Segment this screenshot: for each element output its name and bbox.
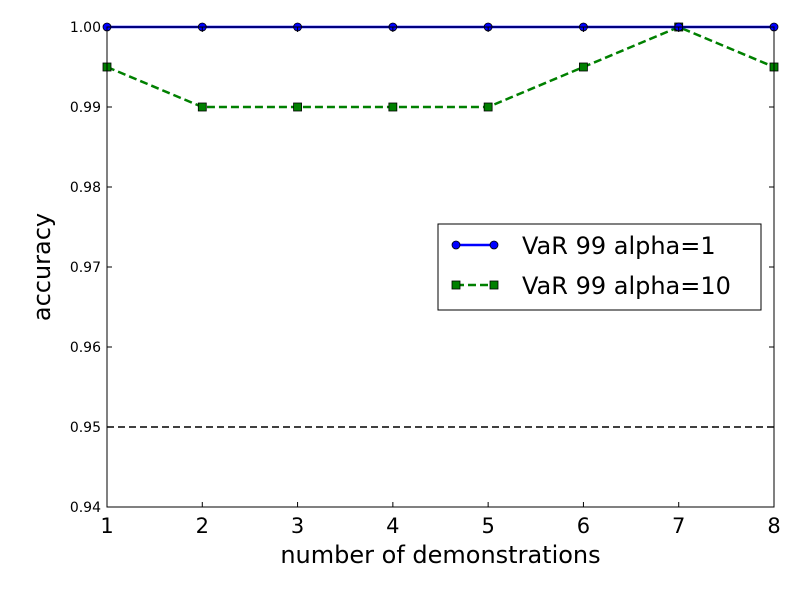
data-point: [293, 102, 302, 112]
legend-entry: VaR 99 alpha=1: [451, 232, 716, 260]
y-tick-label: 0.94: [70, 500, 101, 516]
x-axis-ticks: 1 2 3 4 5 6 7 8: [100, 27, 781, 538]
data-point: [483, 102, 493, 112]
legend-marker: [489, 280, 499, 290]
x-tick-label: 1: [100, 514, 113, 538]
legend-marker: [489, 240, 499, 250]
legend-marker: [451, 280, 461, 290]
series-2: [102, 22, 779, 112]
legend-label: VaR 99 alpha=10: [522, 272, 731, 300]
y-axis-ticks: 0.94 0.95 0.96 0.97 0.98 0.99 1.00: [70, 20, 774, 516]
series-line: [106, 25, 775, 109]
y-tick-label: 0.97: [70, 260, 101, 276]
x-tick-label: 7: [672, 514, 685, 538]
x-tick-label: 5: [481, 514, 494, 538]
legend: VaR 99 alpha=1 VaR 99 alpha=10: [437, 223, 762, 311]
x-tick-label: 8: [767, 514, 780, 538]
y-tick-label: 0.96: [70, 340, 101, 356]
x-axis-label: number of demonstrations: [280, 541, 600, 569]
y-tick-label: 0.98: [70, 180, 101, 196]
legend-entry: VaR 99 alpha=10: [451, 272, 731, 300]
y-tick-label: 1.00: [70, 20, 101, 36]
x-tick-label: 2: [196, 514, 209, 538]
data-point: [197, 102, 207, 112]
data-point: [388, 102, 398, 112]
legend-label: VaR 99 alpha=1: [522, 232, 716, 260]
x-tick-label: 4: [386, 514, 399, 538]
y-axis-label: accuracy: [28, 213, 56, 321]
y-tick-label: 0.95: [70, 420, 101, 436]
legend-box: [437, 223, 762, 311]
x-tick-label: 3: [291, 514, 304, 538]
x-tick-label: 6: [577, 514, 590, 538]
legend-marker: [451, 240, 461, 250]
data-point: [579, 62, 588, 72]
y-tick-label: 0.99: [70, 100, 101, 116]
